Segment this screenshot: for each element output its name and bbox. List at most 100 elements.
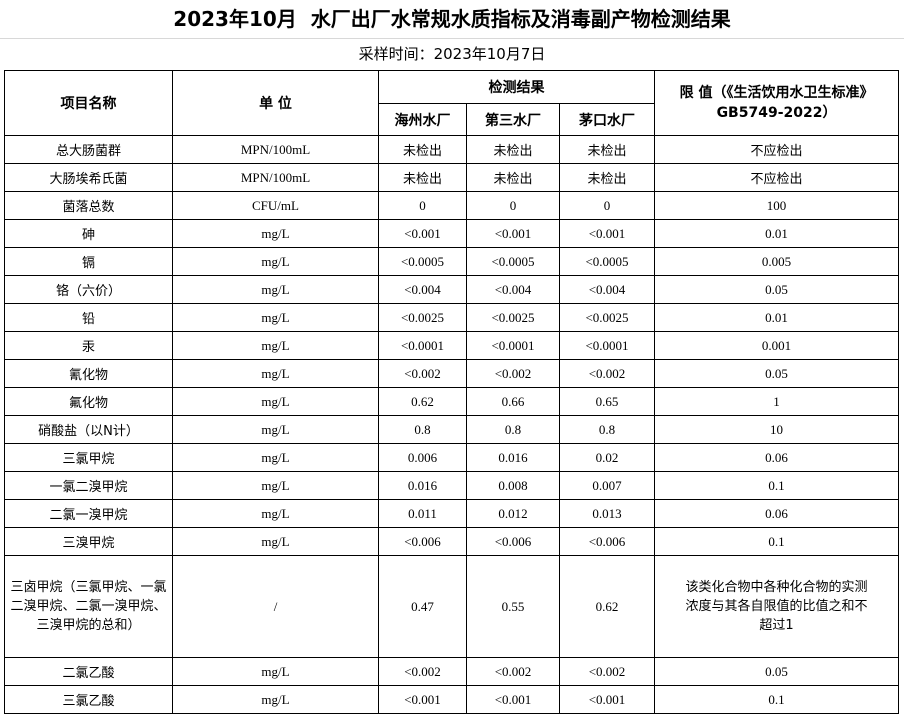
unit-cell: MPN/100mL <box>172 135 379 164</box>
result-cell: <0.001 <box>466 685 560 714</box>
result-cell: <0.0025 <box>378 303 467 332</box>
data-row: 铅 mg/L <0.0025 <0.0025 <0.0025 0.01 <box>4 303 900 332</box>
unit-cell: mg/L <box>172 499 379 528</box>
data-row: 砷 mg/L <0.001 <0.001 <0.001 0.01 <box>4 219 900 248</box>
result-cell: 未检出 <box>558 135 656 164</box>
result-cell: 0.016 <box>378 471 467 500</box>
result-cell: 0.007 <box>558 471 656 500</box>
header-cell: 海州水厂 <box>378 103 467 136</box>
item-cell: 三氯甲烷 <box>4 443 173 472</box>
unit-cell: mg/L <box>172 415 379 444</box>
limit-cell: 不应检出 <box>654 163 900 192</box>
data-row: 一氯二溴甲烷 mg/L 0.016 0.008 0.007 0.1 <box>4 471 900 500</box>
item-cell: 三卤甲烷（三氯甲烷、一氯二溴甲烷、二氯一溴甲烷、三溴甲烷的总和） <box>4 555 173 658</box>
result-cell: 未检出 <box>378 163 467 192</box>
item-cell: 硝酸盐（以N计） <box>4 415 173 444</box>
result-cell: 0.02 <box>558 443 656 472</box>
result-cell: <0.0005 <box>466 247 560 276</box>
limit-cell: 0.1 <box>654 471 900 500</box>
result-cell: 0.008 <box>466 471 560 500</box>
limit-cell: 0.05 <box>654 359 900 388</box>
result-cell: <0.0025 <box>466 303 560 332</box>
limit-cell: 100 <box>654 191 900 220</box>
data-row: 氰化物 mg/L <0.002 <0.002 <0.002 0.05 <box>4 359 900 388</box>
limit-cell: 0.05 <box>654 657 900 686</box>
limit-cell: 0.06 <box>654 499 900 528</box>
result-cell: 未检出 <box>466 135 560 164</box>
result-cell: 0.8 <box>378 415 467 444</box>
result-cell: 未检出 <box>378 135 467 164</box>
result-cell: <0.002 <box>378 359 467 388</box>
unit-cell: mg/L <box>172 359 379 388</box>
result-cell: <0.0005 <box>378 247 467 276</box>
unit-cell: mg/L <box>172 303 379 332</box>
limit-cell: 0.001 <box>654 331 900 360</box>
header-cell: 第三水厂 <box>466 103 560 136</box>
data-row: 三卤甲烷（三氯甲烷、一氯二溴甲烷、二氯一溴甲烷、三溴甲烷的总和）/0.47 0.5… <box>4 555 900 658</box>
result-cell: 0.011 <box>378 499 467 528</box>
result-cell: <0.002 <box>466 359 560 388</box>
item-cell: 二氯一溴甲烷 <box>4 499 173 528</box>
item-cell: 三氯乙酸 <box>4 685 173 714</box>
results-table: 项目名称 单 位 检测结果 限 值（《生活饮用水卫生标准》 GB5749-202… <box>4 70 900 714</box>
result-cell: 0.006 <box>378 443 467 472</box>
result-cell: 0.66 <box>466 387 560 416</box>
unit-cell: mg/L <box>172 331 379 360</box>
subtitle: 采样时间：2023年10月7日 <box>358 45 546 63</box>
header-row: 项目名称 单 位 检测结果 限 值（《生活饮用水卫生标准》 GB5749-202… <box>4 70 900 136</box>
result-cell: <0.002 <box>378 657 467 686</box>
result-cell: 0.012 <box>466 499 560 528</box>
limit-cell: 0.01 <box>654 303 900 332</box>
data-row: 铬（六价） mg/L <0.004 <0.004 <0.004 0.05 <box>4 275 900 304</box>
result-cell: <0.001 <box>466 219 560 248</box>
result-cell: <0.001 <box>378 219 467 248</box>
result-cell: <0.002 <box>558 359 656 388</box>
data-row: 三氯乙酸 mg/L <0.001 <0.001 <0.001 0.1 <box>4 685 900 714</box>
data-row: 大肠埃希氏菌 MPN/100mL 未检出 未检出 未检出 不应检出 <box>4 163 900 192</box>
result-cell: <0.0025 <box>558 303 656 332</box>
item-cell: 铬（六价） <box>4 275 173 304</box>
result-cell: 0.8 <box>466 415 560 444</box>
unit-cell: CFU/mL <box>172 191 379 220</box>
result-cell: 未检出 <box>466 163 560 192</box>
item-cell: 氰化物 <box>4 359 173 388</box>
result-cell: <0.002 <box>558 657 656 686</box>
unit-cell: mg/L <box>172 527 379 556</box>
result-cell: <0.0001 <box>378 331 467 360</box>
data-row: 菌落总数 CFU/mL 0 0 0 100 <box>4 191 900 220</box>
result-cell: 0.016 <box>466 443 560 472</box>
result-cell: <0.006 <box>558 527 656 556</box>
result-cell: 0.47 <box>378 555 467 658</box>
item-cell: 汞 <box>4 331 173 360</box>
unit-cell: mg/L <box>172 471 379 500</box>
limit-cell: 0.005 <box>654 247 900 276</box>
header-row: 海州水厂 第三水厂 茅口水厂 <box>5 103 899 136</box>
result-cell: <0.004 <box>378 275 467 304</box>
limit-cell: 1 <box>654 387 900 416</box>
item-cell: 菌落总数 <box>4 191 173 220</box>
data-row: 三氯甲烷 mg/L 0.006 0.016 0.02 0.06 <box>4 443 900 472</box>
unit-cell: mg/L <box>172 275 379 304</box>
limit-cell: 10 <box>654 415 900 444</box>
limit-cell: 0.05 <box>654 275 900 304</box>
result-cell: 0 <box>466 191 560 220</box>
result-cell: 未检出 <box>558 163 656 192</box>
data-row: 二氯一溴甲烷 mg/L 0.011 0.012 0.013 0.06 <box>4 499 900 528</box>
data-row: 氟化物 mg/L 0.62 0.66 0.65 1 <box>4 387 900 416</box>
limit-cell: 该类化合物中各种化合物的实测浓度与其各自限值的比值之和不超过1 <box>654 555 900 658</box>
unit-cell: mg/L <box>172 685 379 714</box>
limit-cell: 0.06 <box>654 443 900 472</box>
limit-cell: 不应检出 <box>654 135 900 164</box>
item-cell: 氟化物 <box>4 387 173 416</box>
header-cell: 项目名称 <box>4 70 173 136</box>
result-cell: <0.0001 <box>466 331 560 360</box>
result-cell: <0.004 <box>466 275 560 304</box>
item-cell: 一氯二溴甲烷 <box>4 471 173 500</box>
unit-cell: mg/L <box>172 219 379 248</box>
header-cell: 检测结果 <box>377 70 656 104</box>
unit-cell: MPN/100mL <box>172 163 379 192</box>
limit-cell: 0.01 <box>654 219 900 248</box>
data-row: 硝酸盐（以N计） mg/L 0.8 0.8 0.8 10 <box>4 415 900 444</box>
title: 2023年10月 水厂出厂水常规水质指标及消毒副产物检测结果 <box>0 0 904 39</box>
